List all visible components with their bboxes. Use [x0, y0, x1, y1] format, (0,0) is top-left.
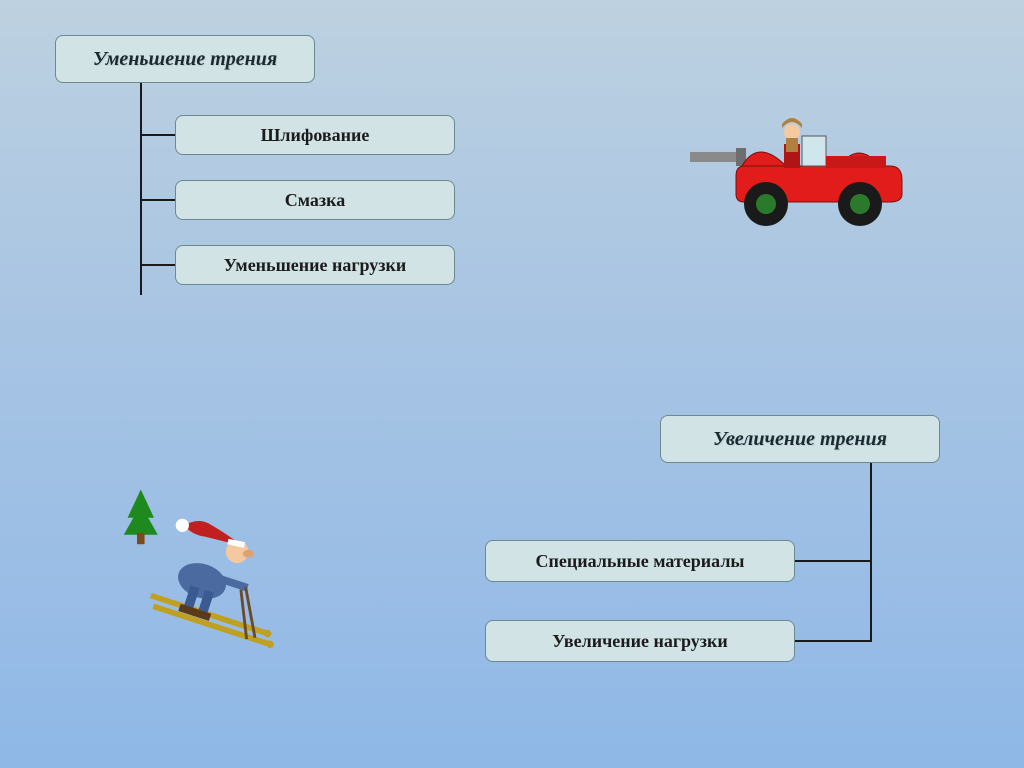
d2-item-1: Увеличение нагрузки — [485, 620, 795, 662]
d1-item-0: Шлифование — [175, 115, 455, 155]
d1-item-1: Смазка — [175, 180, 455, 220]
diagram1-title-text: Уменьшение трения — [93, 48, 277, 71]
skier-icon — [110, 480, 300, 650]
diagram1-title: Уменьшение трения — [55, 35, 315, 83]
car-icon — [690, 110, 910, 230]
d2-item-0-label: Специальные материалы — [536, 551, 745, 572]
d1-item-2-label: Уменьшение нагрузки — [224, 255, 407, 276]
d2-item-1-label: Увеличение нагрузки — [552, 631, 728, 652]
d1-item-1-label: Смазка — [285, 190, 345, 211]
d1-vline-cap — [140, 264, 142, 266]
diagram2-title: Увеличение трения — [660, 415, 940, 463]
d2-item-0: Специальные материалы — [485, 540, 795, 582]
d1-item-2: Уменьшение нагрузки — [175, 245, 455, 285]
d1-hline-2 — [140, 264, 175, 266]
d2-hline-0 — [795, 560, 872, 562]
d1-hline-0 — [140, 134, 175, 136]
diagram2-title-text: Увеличение трения — [713, 428, 887, 451]
d1-hline-1 — [140, 199, 175, 201]
d1-item-0-label: Шлифование — [261, 125, 370, 146]
d2-vline — [870, 463, 872, 642]
d2-hline-1 — [795, 640, 872, 642]
